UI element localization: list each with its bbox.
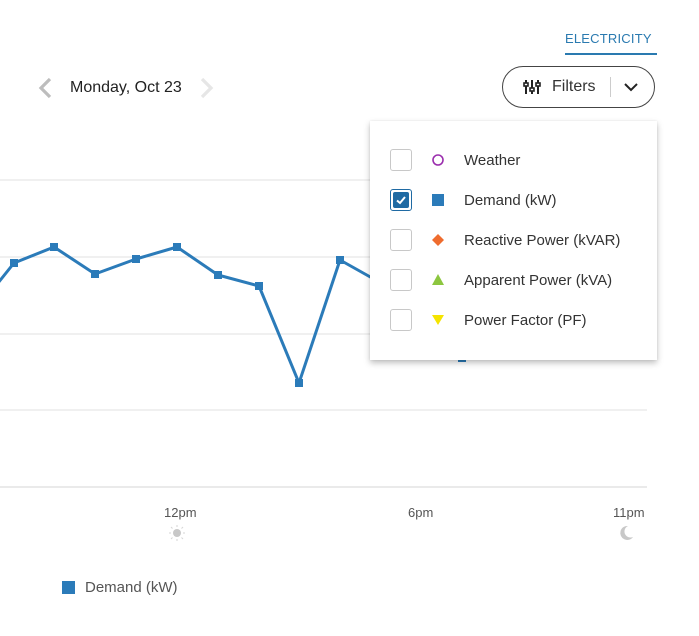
filters-label: Filters xyxy=(552,78,596,95)
filter-option-power-factor[interactable]: Power Factor (PF) xyxy=(390,308,587,332)
x-tick-11pm: 11pm xyxy=(613,505,645,520)
checkmark-icon xyxy=(396,196,406,205)
x-tick-12pm: 12pm xyxy=(164,505,197,520)
moon-icon xyxy=(620,525,633,540)
legend-swatch-demand xyxy=(62,581,75,594)
filter-label-weather: Weather xyxy=(464,151,521,169)
filters-dropdown: Weather Demand (kW) Reactive Power (kVAR… xyxy=(370,121,657,360)
filters-button[interactable]: Filters xyxy=(502,66,655,108)
filter-label-demand: Demand (kW) xyxy=(464,191,557,209)
diamond-icon xyxy=(431,233,445,247)
chevron-down-icon[interactable] xyxy=(623,79,639,95)
filter-option-weather[interactable]: Weather xyxy=(390,148,520,172)
filters-divider xyxy=(609,77,611,97)
checkbox-demand[interactable] xyxy=(390,189,412,211)
chevron-right-icon xyxy=(200,77,214,99)
date-navigator: Monday, Oct 23 xyxy=(34,76,218,100)
chevron-left-icon xyxy=(38,77,52,99)
filter-option-demand[interactable]: Demand (kW) xyxy=(390,188,557,212)
checkbox-power-factor[interactable] xyxy=(390,309,412,331)
triangle-down-icon xyxy=(431,313,445,327)
sliders-icon xyxy=(523,80,541,94)
filter-option-apparent-power[interactable]: Apparent Power (kVA) xyxy=(390,268,612,292)
next-day-button[interactable] xyxy=(196,76,218,100)
filter-label-power-factor: Power Factor (PF) xyxy=(464,311,587,329)
checkbox-weather[interactable] xyxy=(390,149,412,171)
filter-option-reactive-power[interactable]: Reactive Power (kVAR) xyxy=(390,228,620,252)
tab-active-indicator xyxy=(565,53,657,55)
triangle-up-icon xyxy=(431,273,445,287)
checkbox-apparent-power[interactable] xyxy=(390,269,412,291)
legend-label-demand: Demand (kW) xyxy=(85,579,178,596)
previous-day-button[interactable] xyxy=(34,76,56,100)
filter-label-reactive-power: Reactive Power (kVAR) xyxy=(464,231,621,249)
chart-legend: Demand (kW) xyxy=(62,579,178,596)
x-tick-6pm: 6pm xyxy=(408,505,434,520)
checkbox-reactive-power[interactable] xyxy=(390,229,412,251)
tab-electricity[interactable]: ELECTRICITY xyxy=(565,31,652,46)
current-date: Monday, Oct 23 xyxy=(70,79,182,96)
square-icon xyxy=(431,193,445,207)
sun-icon xyxy=(169,525,185,541)
demand-series xyxy=(0,243,466,387)
filter-label-apparent-power: Apparent Power (kVA) xyxy=(464,271,613,289)
circle-outline-icon xyxy=(431,153,445,167)
